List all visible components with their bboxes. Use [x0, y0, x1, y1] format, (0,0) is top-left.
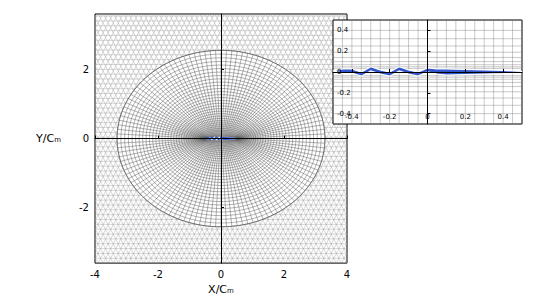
svg-text:X/Cₘ: X/Cₘ	[208, 283, 234, 296]
svg-text:0.2: 0.2	[460, 113, 471, 121]
svg-text:-2: -2	[79, 202, 89, 213]
svg-text:0: 0	[337, 68, 341, 76]
svg-text:0: 0	[425, 113, 429, 121]
svg-text:2: 2	[281, 269, 287, 280]
svg-text:-0.2: -0.2	[383, 113, 397, 121]
svg-text:Y/Cₘ: Y/Cₘ	[35, 132, 61, 145]
svg-text:0.4: 0.4	[498, 113, 510, 121]
svg-text:0.4: 0.4	[337, 26, 349, 34]
svg-text:-4: -4	[90, 269, 100, 280]
svg-text:-0.4: -0.4	[345, 113, 359, 121]
svg-text:4: 4	[344, 269, 350, 280]
svg-text:2: 2	[83, 64, 89, 75]
svg-text:0.2: 0.2	[337, 47, 348, 55]
svg-text:0: 0	[218, 269, 224, 280]
svg-text:-2: -2	[153, 269, 163, 280]
svg-text:-0.2: -0.2	[337, 89, 351, 97]
svg-text:0: 0	[83, 133, 89, 144]
